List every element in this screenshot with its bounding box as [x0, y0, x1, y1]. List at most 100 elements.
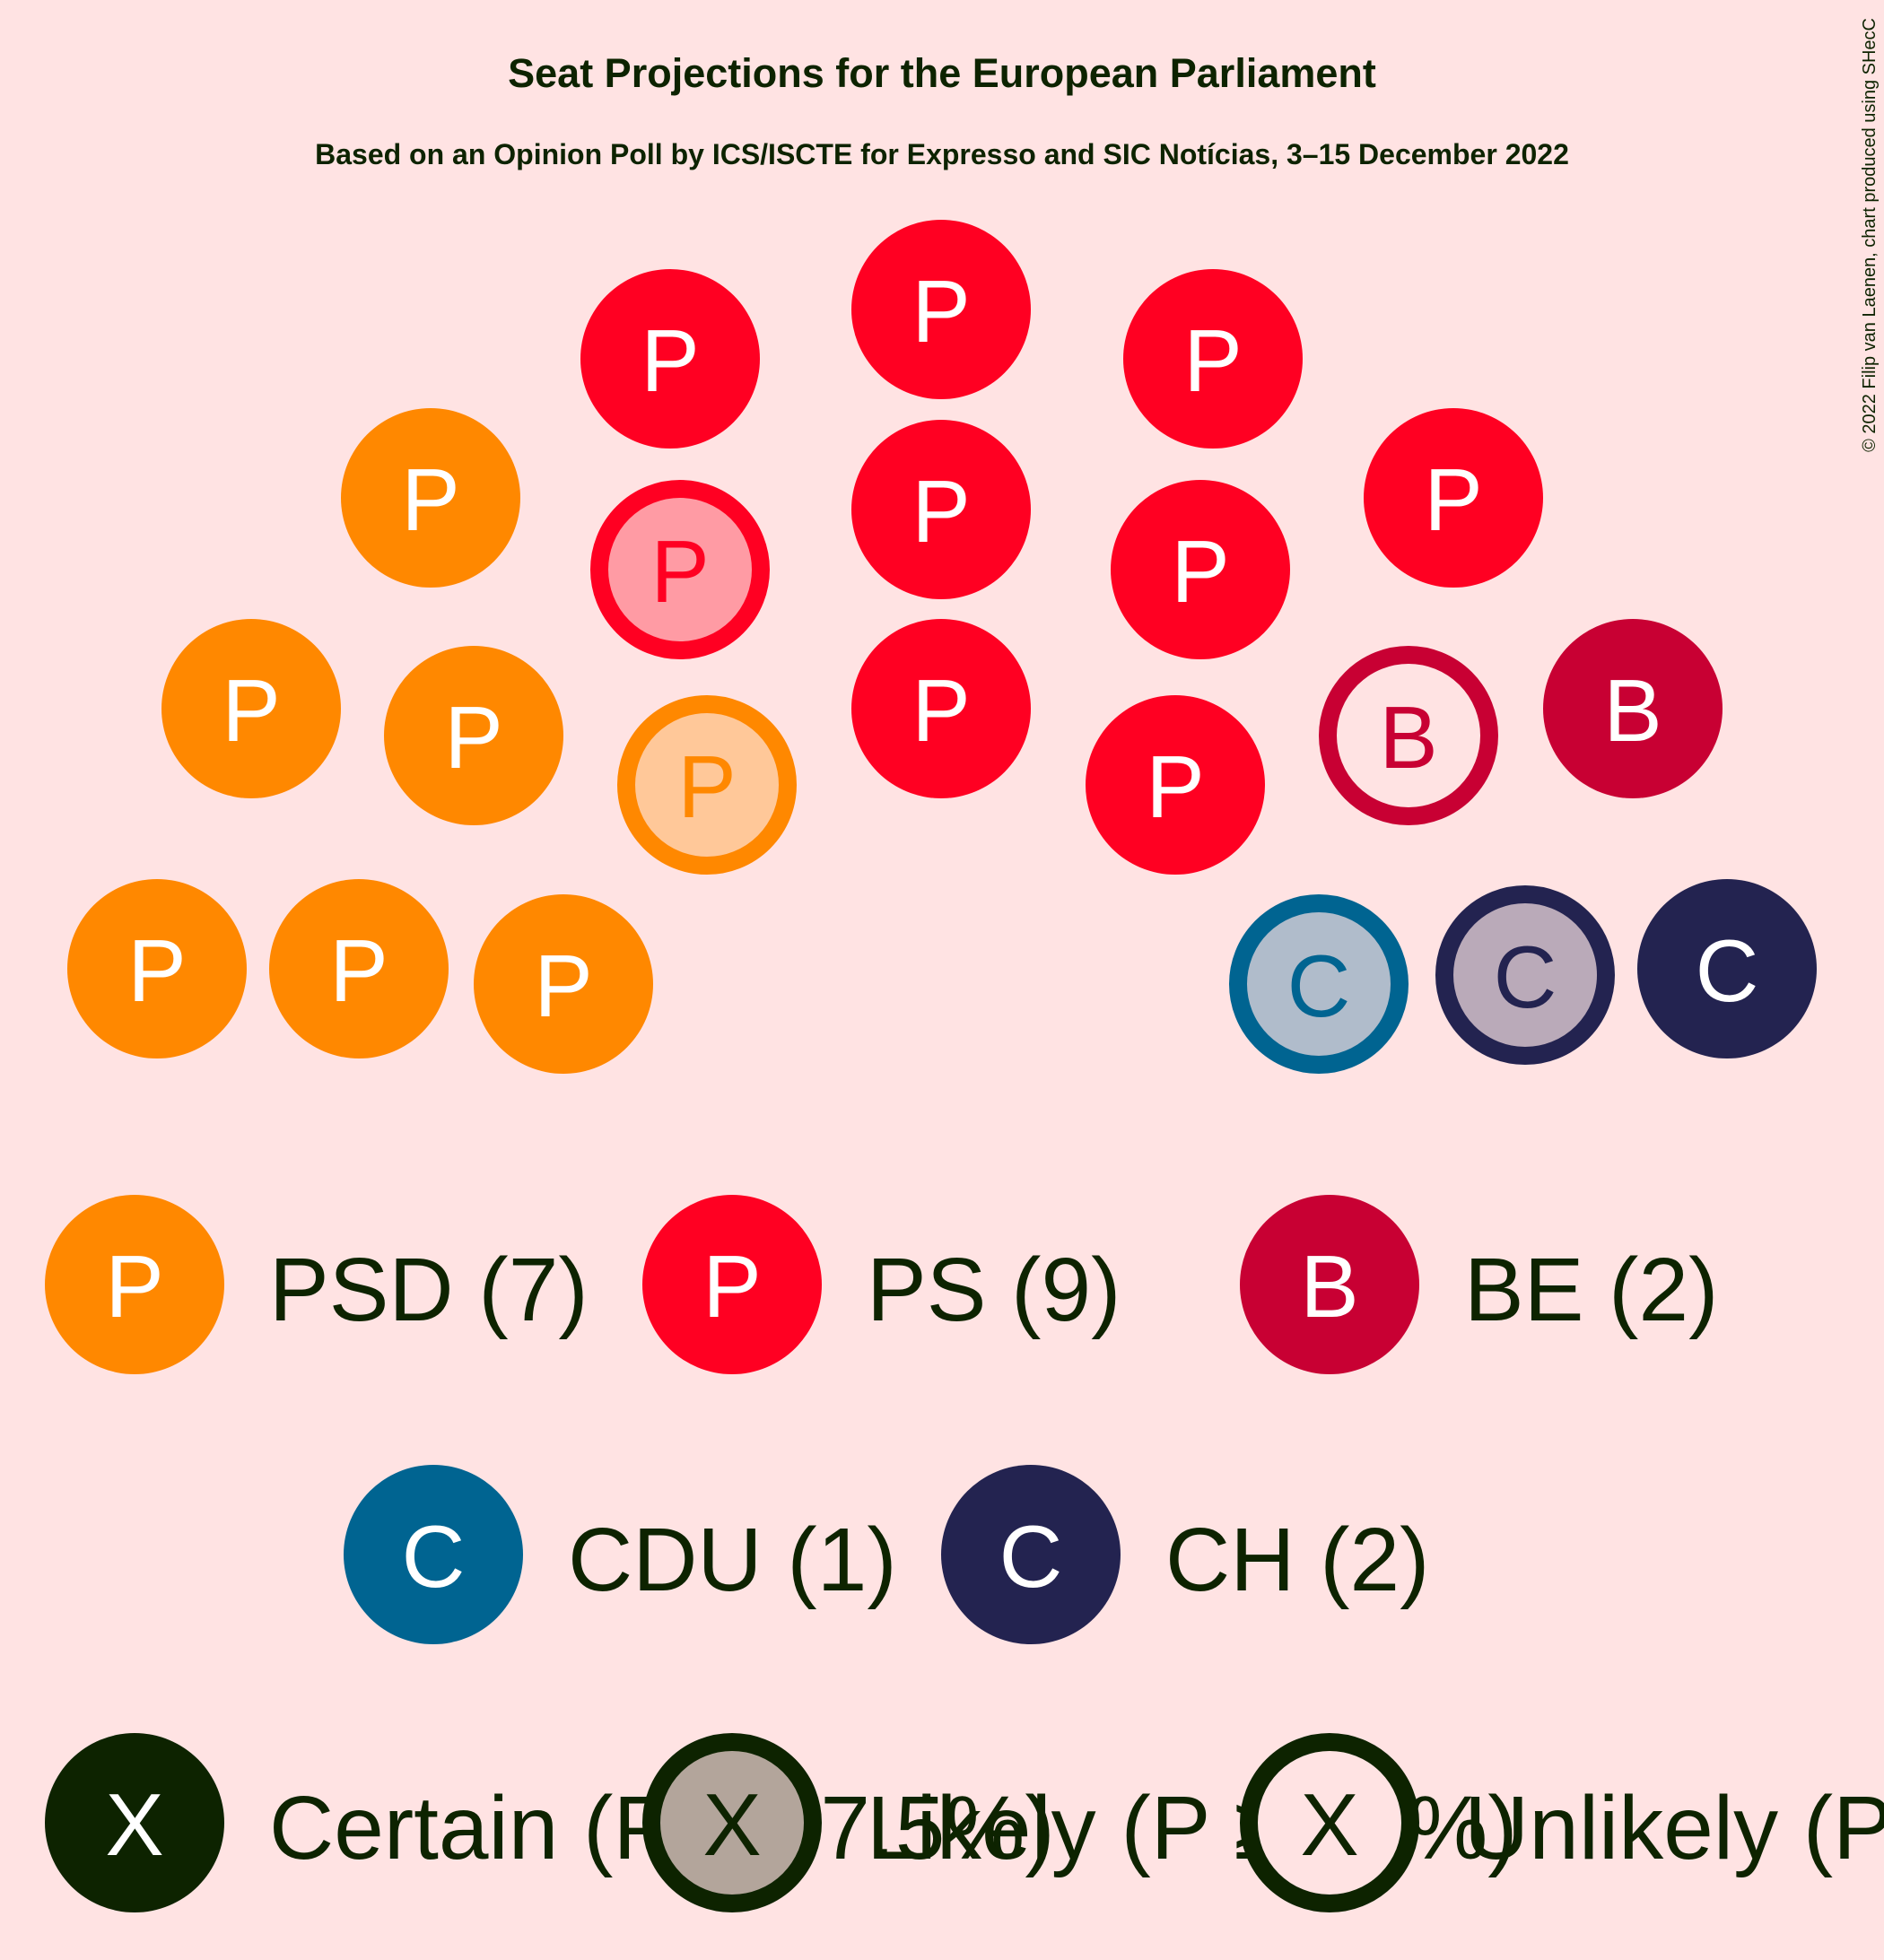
- seat-ps: P: [1111, 480, 1290, 659]
- seat-psd-circle: [617, 695, 797, 875]
- seat-psd-symbol: P: [222, 661, 280, 760]
- seat-psd-circle: [341, 408, 520, 588]
- seat-ps-circle: [1086, 695, 1265, 875]
- certainty-item-unlikely: Unlikely (P < 50%): [1464, 1778, 1884, 1878]
- legend-label-ch: CH (2): [1165, 1510, 1429, 1610]
- seat-ps-symbol: P: [911, 661, 970, 760]
- seat-ch-circle: [1435, 885, 1615, 1065]
- seat-ps: P: [1086, 695, 1265, 875]
- certainty-legend: Certain (P ≥ 97.5%)Likely (P ≥ 50%)Unlik…: [45, 1733, 1884, 1912]
- legend-label-ps: PS (9): [867, 1240, 1121, 1340]
- legend-item-cdu: C CDU (1): [344, 1465, 897, 1644]
- certainty-marker-certain-symbol: X: [105, 1775, 163, 1874]
- seat-ps-symbol: P: [911, 262, 970, 361]
- seat-ps: P: [1364, 408, 1543, 588]
- seat-psd-circle: [161, 619, 341, 798]
- certainty-label-unlikely: Unlikely (P < 50%): [1464, 1778, 1884, 1878]
- seat-ps: P: [851, 220, 1031, 399]
- seat-ps-symbol: P: [911, 462, 970, 561]
- seat-psd: P: [617, 695, 797, 875]
- certainty-item-likely: Likely (P ≥ 50%): [867, 1778, 1518, 1878]
- seat-ps-circle: [1111, 480, 1290, 659]
- certainty-label-likely: Likely (P ≥ 50%): [867, 1778, 1518, 1878]
- legend-item-be: B BE (2): [1240, 1195, 1718, 1374]
- seat-psd: P: [474, 894, 653, 1074]
- seat-ps-symbol: P: [641, 311, 699, 410]
- seat-psd-symbol: P: [127, 921, 186, 1020]
- seat-ch-symbol: C: [1696, 921, 1759, 1020]
- legend-marker-ch: C: [941, 1465, 1121, 1644]
- seat-ch: C: [1435, 885, 1615, 1065]
- seat-ps: P: [580, 269, 760, 449]
- seat-psd-circle: [474, 894, 653, 1074]
- seat-ps-symbol: P: [1146, 737, 1204, 836]
- chart-subtitle: Based on an Opinion Poll by ICS/ISCTE fo…: [315, 138, 1569, 170]
- legend-item-ch: C CH (2): [941, 1465, 1429, 1644]
- legend-label-be: BE (2): [1464, 1240, 1718, 1340]
- seat-ps-symbol: P: [1424, 450, 1482, 549]
- legend-marker-psd-symbol: P: [105, 1237, 163, 1336]
- seat-ps: P: [851, 619, 1031, 798]
- seat-ps-circle: [851, 220, 1031, 399]
- seat-ps-symbol: P: [1183, 311, 1242, 410]
- seat-psd-symbol: P: [677, 737, 736, 836]
- legend-marker-psd-circle: [45, 1195, 224, 1374]
- legend-marker-be: B: [1240, 1195, 1419, 1374]
- legend-marker-ps-symbol: P: [702, 1237, 761, 1336]
- seat-ps: P: [590, 480, 770, 659]
- seat-psd-symbol: P: [401, 450, 459, 549]
- legend-marker-ps: P: [642, 1195, 822, 1374]
- legend-marker-ch-circle: [941, 1465, 1121, 1644]
- seat-ps: P: [851, 420, 1031, 599]
- seat-psd: P: [384, 646, 563, 825]
- seat-psd-circle: [269, 879, 449, 1058]
- seat-ps-circle: [1123, 269, 1303, 449]
- seat-ps: P: [1123, 269, 1303, 449]
- legend-item-ps: P PS (9): [642, 1195, 1121, 1374]
- certainty-marker-certain-circle: [45, 1733, 224, 1912]
- certainty-marker-likely-circle: [642, 1733, 822, 1912]
- seat-ch-circle: [1637, 879, 1817, 1058]
- seat-be-circle: [1319, 646, 1498, 825]
- seat-ps-circle: [851, 619, 1031, 798]
- seat-psd-circle: [67, 879, 247, 1058]
- seat-ch: C: [1637, 879, 1817, 1058]
- legend-marker-be-symbol: B: [1300, 1237, 1358, 1336]
- seat-ps-circle: [1364, 408, 1543, 588]
- seat-ps-circle: [580, 269, 760, 449]
- legend-item-psd: P PSD (7): [45, 1195, 589, 1374]
- seat-ch-symbol: C: [1494, 928, 1557, 1026]
- legend-marker-cdu-symbol: C: [402, 1507, 466, 1606]
- seat-cdu-symbol: C: [1287, 936, 1351, 1035]
- seat-be: B: [1543, 619, 1723, 798]
- seat-be: B: [1319, 646, 1498, 825]
- certainty-marker-unlikely-symbol: X: [1300, 1775, 1358, 1874]
- seat-psd: P: [67, 879, 247, 1058]
- legend-marker-ps-circle: [642, 1195, 822, 1374]
- seat-ps-symbol: P: [650, 522, 709, 621]
- seat-be-symbol: B: [1603, 661, 1662, 760]
- party-legend: P PSD (7) P PS (9) B BE (2) C CDU (1) C CH (2): [45, 1195, 1718, 1644]
- seat-psd: P: [161, 619, 341, 798]
- seat-cdu: C: [1229, 894, 1409, 1074]
- seat-be-symbol: B: [1379, 688, 1437, 787]
- seat-psd-symbol: P: [444, 688, 502, 787]
- legend-marker-cdu: C: [344, 1465, 523, 1644]
- chart-title: Seat Projections for the European Parlia…: [508, 50, 1376, 96]
- certainty-marker-likely-symbol: X: [702, 1775, 761, 1874]
- seat-ps-circle: [590, 480, 770, 659]
- seat-psd: P: [341, 408, 520, 588]
- seat-ps-circle: [851, 420, 1031, 599]
- seat-ps-symbol: P: [1171, 522, 1229, 621]
- legend-marker-psd: P: [45, 1195, 224, 1374]
- legend-marker-cdu-circle: [344, 1465, 523, 1644]
- seat-cdu-circle: [1229, 894, 1409, 1074]
- seat-be-circle: [1543, 619, 1723, 798]
- copyright-notice: © 2022 Filip van Laenen, chart produced …: [1860, 18, 1880, 452]
- seat-psd: P: [269, 879, 449, 1058]
- legend-label-cdu: CDU (1): [568, 1510, 897, 1610]
- certainty-marker-unlikely-circle: [1240, 1733, 1419, 1912]
- legend-marker-be-circle: [1240, 1195, 1419, 1374]
- seat-grid: P P P P P P P P P P P P P P P P B B C C C: [67, 220, 1817, 1074]
